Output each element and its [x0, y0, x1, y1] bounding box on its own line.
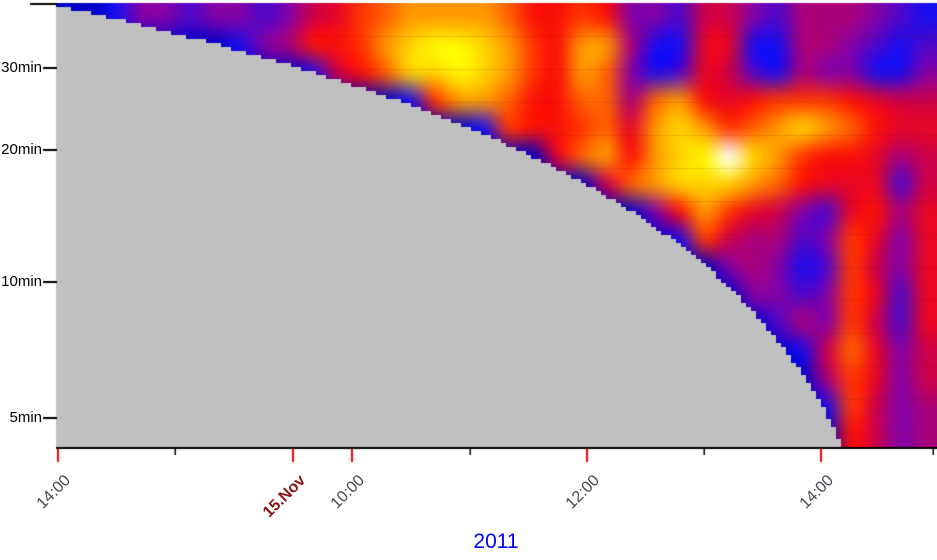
y-axis-tick-label: 5min	[9, 409, 42, 426]
year-label: 2011	[473, 530, 519, 553]
y-axis-tick-label: 30min	[1, 59, 42, 76]
y-axis-tick-label: 10min	[1, 273, 42, 290]
y-axis-tick-label: 20min	[1, 141, 42, 158]
